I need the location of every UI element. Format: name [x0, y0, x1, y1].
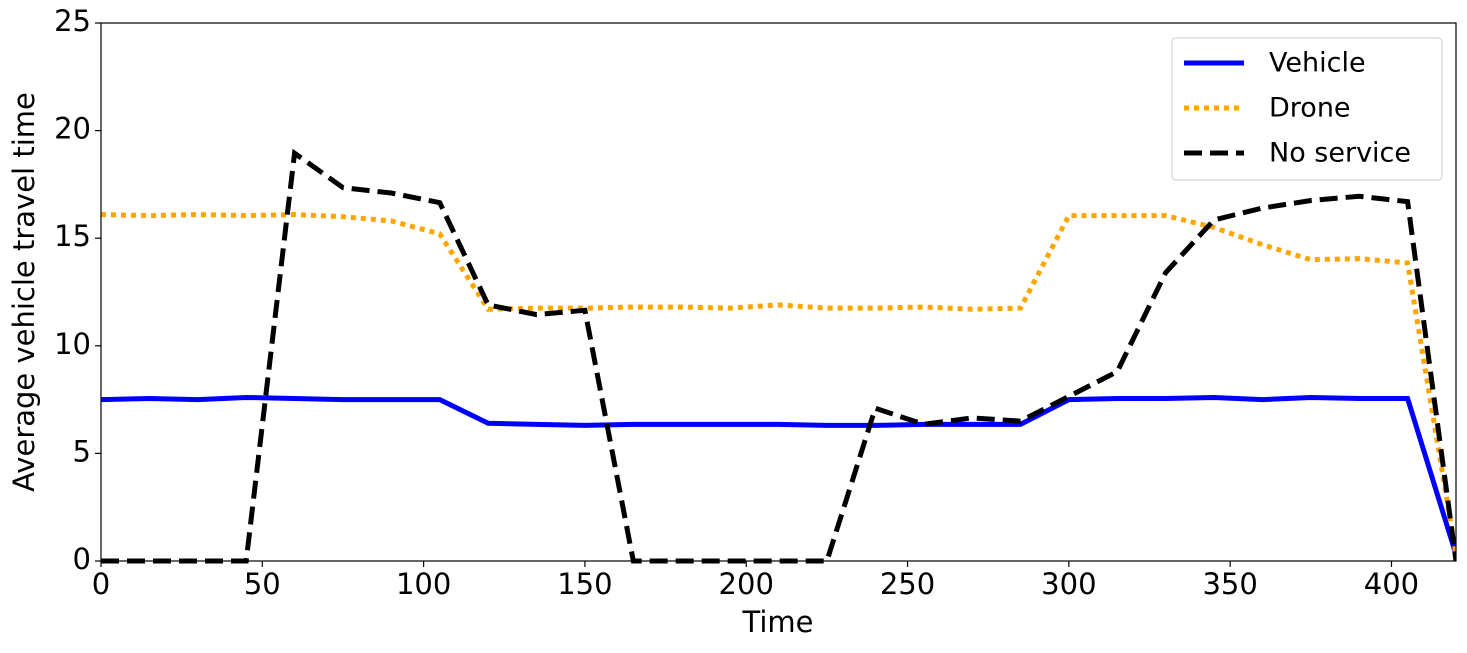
- legend-label: Vehicle: [1269, 48, 1366, 79]
- y-tick-label: 10: [54, 327, 91, 361]
- legend-label: Drone: [1269, 93, 1351, 124]
- y-tick-label: 5: [73, 434, 91, 468]
- legend-box: [1171, 37, 1443, 181]
- x-tick-label: 50: [244, 567, 281, 601]
- series-line: [101, 148, 1456, 564]
- y-axis-label: Average vehicle travel time: [7, 92, 41, 492]
- x-tick-label: 300: [1041, 567, 1096, 601]
- x-tick-label: 400: [1364, 567, 1419, 601]
- x-tick-label: 100: [396, 567, 451, 601]
- x-tick-label: 250: [880, 567, 935, 601]
- x-tick-label: 150: [557, 567, 612, 601]
- x-tick-label: 350: [1202, 567, 1257, 601]
- y-tick-label: 25: [54, 4, 91, 38]
- series-line: [101, 394, 1456, 556]
- series-line: [101, 212, 1456, 555]
- x-tick-label: 200: [719, 567, 774, 601]
- legend-label: No service: [1269, 138, 1411, 169]
- y-tick-label: 0: [73, 542, 91, 576]
- x-axis-label: Time: [742, 605, 814, 639]
- y-tick-label: 15: [54, 219, 91, 253]
- plot-frame: [100, 22, 1457, 562]
- x-tick-label: 0: [92, 567, 110, 601]
- y-tick-label: 20: [54, 112, 91, 146]
